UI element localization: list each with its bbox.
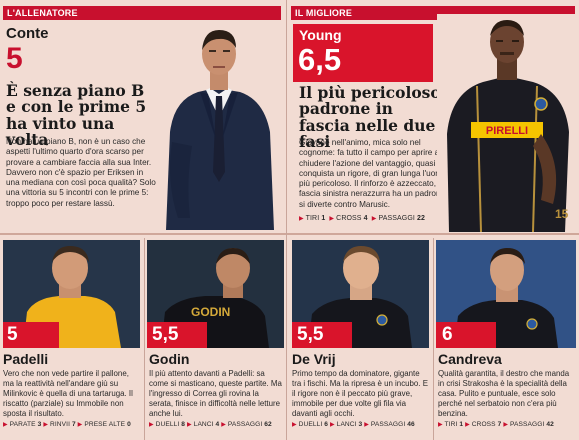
player-stats-godin: ▶ DUELLI 8 ▶ LANCI 4 ▶ PASSAGGI 62	[149, 421, 272, 428]
stat-marker-icon: ▶	[221, 422, 226, 428]
best-player-name: Young	[299, 27, 342, 43]
migliore-panel: IL MIGLIORE Young 6,5 Il più pericoloso,…	[289, 0, 579, 232]
coach-headline: È senza piano B e con le prime 5 ha vint…	[6, 81, 147, 149]
stat-label: PRESE ALTE	[84, 421, 126, 428]
section-label-allenatore: L'ALLENATORE	[3, 6, 281, 20]
stat-value: 3	[37, 421, 42, 428]
player-body-devrij: Primo tempo da dominatore, gigante tra i…	[292, 369, 428, 418]
stat-marker-icon: ▶	[371, 216, 377, 222]
stat-label: CROSS	[471, 421, 496, 428]
stat-marker-icon: ▶	[329, 216, 335, 222]
player-stats-devrij: ▶ DUELLI 6 ▶ LANCI 3 ▶ PASSAGGI 46	[292, 421, 415, 428]
column-divider	[144, 238, 145, 440]
best-player-title-box	[293, 24, 433, 82]
stat-label: PASSAGGI	[227, 421, 263, 428]
stat-value: 42	[546, 421, 554, 428]
stat-marker-icon: ▶	[149, 422, 154, 428]
best-player-photo: PIRELLI 15	[437, 14, 577, 232]
player-body-padelli: Vero che non vede partire il pallone, ma…	[3, 369, 133, 418]
stat-value: 3	[358, 421, 363, 428]
stat-value: 4	[215, 421, 220, 428]
player-stats-candreva: ▶ TIRI 1 ▶ CROSS 7 ▶ PASSAGGI 42	[438, 421, 554, 428]
stat-label: PASSAGGI	[378, 215, 415, 222]
player-grade-candreva: 6	[436, 322, 496, 348]
best-player-grade: 6,5	[298, 42, 342, 77]
column-divider-center	[286, 0, 287, 440]
stat-value: 1	[321, 215, 326, 222]
stat-value: 46	[407, 421, 415, 428]
player-stats-padelli: ▶ PARATE 3 ▶ RINVII 7 ▶ PRESE ALTE 0	[3, 421, 131, 428]
stat-value: 22	[417, 215, 425, 222]
stat-label: PASSAGGI	[370, 421, 406, 428]
player-grade-godin: 5,5	[147, 322, 207, 348]
stat-label: DUELLI	[155, 421, 180, 428]
stat-value: 62	[264, 421, 272, 428]
best-player-stats: ▶ TIRI 1 ▶ CROSS 4 ▶ PASSAGGI 22	[299, 215, 425, 222]
player-body-candreva: Qualità garantita, il destro che manda i…	[438, 369, 570, 418]
stat-marker-icon: ▶	[77, 422, 83, 428]
player-name-godin: Godin	[149, 351, 190, 367]
player-name-devrij: De Vrij	[292, 351, 336, 367]
player-name-padelli: Padelli	[3, 351, 49, 367]
stat-marker-icon: ▶	[292, 422, 297, 428]
stat-marker-icon: ▶	[364, 422, 369, 428]
column-divider	[433, 238, 434, 440]
stat-marker-icon: ▶	[465, 422, 470, 428]
best-player-headline: Il più pericoloso, padrone in fascia nel…	[299, 83, 447, 151]
shirt-sponsor-text: PIRELLI	[486, 125, 528, 137]
stat-marker-icon: ▶	[503, 422, 509, 428]
shirt-name-text: GODIN	[191, 305, 230, 319]
stat-label: LANCI	[336, 421, 357, 428]
stat-marker-icon: ▶	[438, 422, 443, 428]
stat-marker-icon: ▶	[3, 422, 8, 428]
stat-value: 7	[497, 421, 502, 428]
stat-label: RINVII	[49, 421, 71, 428]
stat-value: 7	[71, 421, 76, 428]
player-card-candreva: 6 Candreva Qualità garantita, il destro …	[435, 238, 579, 440]
stat-label: DUELLI	[298, 421, 323, 428]
coach-grade: 5	[6, 42, 23, 75]
player-card-godin: GODIN 5,5 Godin Il più attento davanti a…	[146, 238, 286, 440]
coach-body: Non ha un piano B, non è un caso che asp…	[6, 137, 156, 208]
stat-label: PARATE	[9, 421, 36, 428]
stat-value: 4	[363, 215, 368, 222]
player-grade-padelli: 5	[3, 322, 59, 348]
coach-name: Conte	[6, 25, 49, 42]
stat-marker-icon: ▶	[330, 422, 335, 428]
stat-value: 6	[324, 421, 329, 428]
stat-label: LANCI	[193, 421, 214, 428]
stat-marker-icon: ▶	[43, 422, 49, 428]
player-body-godin: Il più attento davanti a Padelli: sa com…	[149, 369, 282, 418]
player-grade-devrij: 5,5	[292, 322, 352, 348]
row-divider	[0, 233, 579, 235]
stat-value: 8	[181, 421, 186, 428]
stat-marker-icon: ▶	[187, 422, 192, 428]
best-player-body: Giovane nell'animo, mica solo nel cognom…	[299, 138, 448, 209]
shirt-number: 15	[555, 207, 569, 221]
player-card-padelli: 5 Padelli Vero che non vede partire il p…	[0, 238, 143, 440]
stat-label: TIRI	[305, 215, 320, 222]
allenatore-panel: L'ALLENATORE Conte 5 È senza piano B e c…	[0, 0, 284, 232]
stat-label: TIRI	[444, 421, 458, 428]
coach-photo	[156, 22, 282, 230]
player-name-candreva: Candreva	[438, 351, 502, 367]
stat-value: 0	[127, 421, 131, 428]
stat-label: PASSAGGI	[509, 421, 545, 428]
stat-value: 1	[459, 421, 464, 428]
stat-marker-icon: ▶	[299, 216, 304, 222]
player-card-devrij: 5,5 De Vrij Primo tempo da dominatore, g…	[289, 238, 432, 440]
stat-label: CROSS	[336, 215, 362, 222]
